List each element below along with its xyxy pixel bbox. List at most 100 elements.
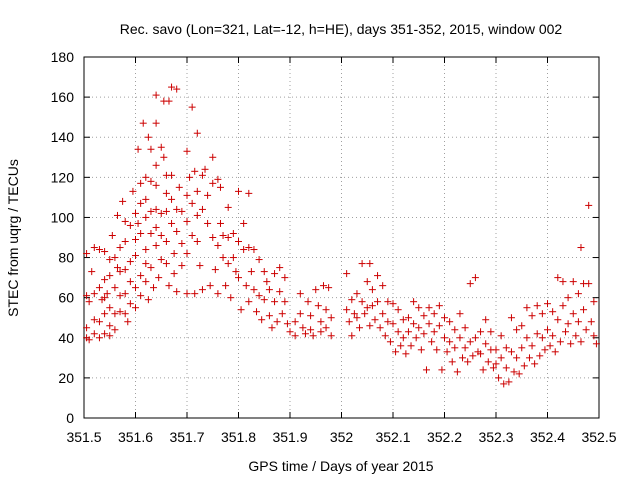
data-point [523,304,531,312]
data-point [165,282,173,290]
data-point [456,334,464,342]
data-point [343,306,351,314]
data-point [502,344,510,352]
data-point [196,262,204,270]
data-point [312,286,320,294]
data-point [121,238,129,246]
data-point [157,231,165,239]
data-point [518,322,526,330]
data-point [412,334,420,342]
data-point [497,332,505,340]
data-point [144,133,152,141]
data-point [348,296,356,304]
data-point [410,320,418,328]
data-point [430,328,438,336]
data-point [590,332,598,340]
data-point [345,318,353,326]
data-point [240,246,248,254]
data-point [126,278,134,286]
data-point [219,254,227,262]
data-point [353,290,361,298]
x-axis-label: GPS time / Days of year 2015 [248,458,433,474]
data-point [441,334,448,342]
data-point [90,330,98,338]
data-point [178,240,186,248]
data-point [363,278,371,286]
data-point [111,284,119,292]
data-point [106,272,114,280]
data-point [389,320,397,328]
data-point [471,274,479,282]
data-point [574,318,582,326]
data-point [533,330,541,338]
data-point [296,310,304,318]
data-point [103,290,111,298]
data-point [464,358,472,366]
data-point [111,254,119,262]
data-point [150,284,158,292]
x-tick-label: 352.3 [478,429,513,445]
data-point [363,304,371,312]
data-point [83,324,91,332]
data-point [101,310,109,318]
data-point [564,320,572,328]
data-point [374,298,382,306]
data-point [132,236,139,244]
data-point [322,306,330,314]
data-point [255,256,263,264]
data-point [278,310,286,318]
data-point [384,318,392,326]
x-tick-labels: 351.5 351.6 351.7 351.8 351.9 352 352.1 352.2 35… [66,429,616,445]
data-point [544,300,551,308]
x-tick-label: 351.7 [169,429,204,445]
data-point [157,209,165,217]
data-point [101,294,109,302]
data-point [227,294,235,302]
data-point [214,175,222,183]
data-point [245,298,253,306]
data-point [371,316,379,324]
data-point [90,290,98,298]
data-point [435,302,443,310]
data-point [554,274,562,282]
data-point [528,342,536,350]
data-point [265,286,273,294]
data-point [134,145,142,153]
data-point [410,298,418,306]
data-point [183,217,191,225]
data-point [461,324,469,332]
data-point [461,344,469,352]
data-point [193,211,201,219]
data-point [183,290,191,298]
data-point [198,171,206,179]
data-point [307,312,315,320]
data-point [314,302,322,310]
data-point [307,326,315,334]
data-point [152,181,160,189]
data-point [134,219,142,227]
y-tick-label: 180 [51,49,75,65]
data-point [111,310,119,318]
data-point [147,177,155,185]
data-point [147,229,155,237]
data-point [374,272,382,280]
data-point [538,310,546,318]
data-point [446,318,454,326]
data-point [121,266,129,274]
data-point [299,324,307,332]
data-point [142,246,150,254]
data-point [95,284,103,292]
data-point [155,274,163,282]
data-point [209,179,217,187]
data-point [162,207,170,215]
data-point [188,199,196,207]
y-tick-label: 120 [51,169,75,185]
data-point [121,217,129,225]
data-point [224,203,232,211]
data-point [384,298,392,306]
data-point [574,290,582,298]
data-point [441,314,448,322]
data-point [222,282,230,290]
data-point [569,278,577,286]
data-point [263,278,271,286]
